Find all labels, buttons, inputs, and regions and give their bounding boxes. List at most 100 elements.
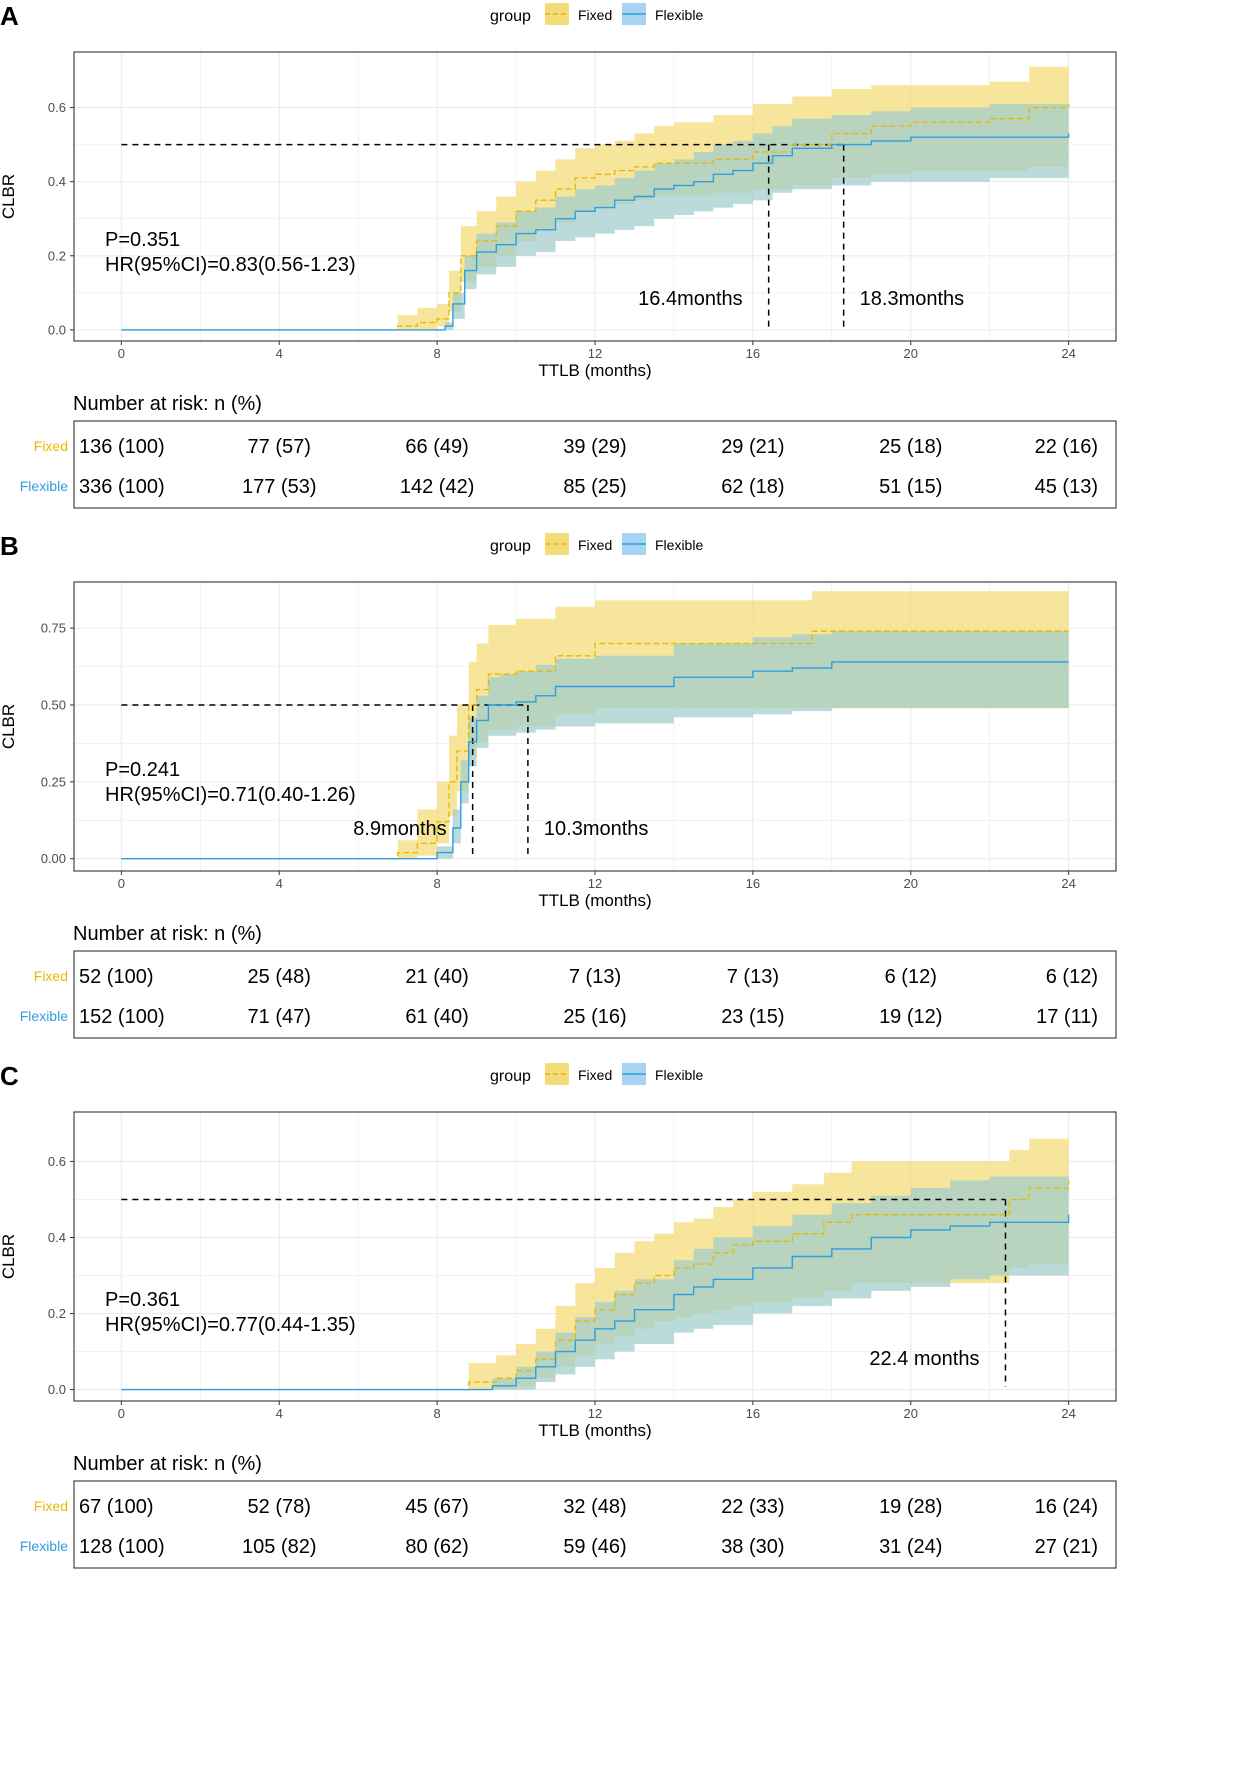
- risk-row-label-flexible: Flexible: [20, 1538, 68, 1554]
- legend-title: group: [490, 8, 531, 25]
- risk-table-title: Number at risk: n (%): [73, 923, 262, 945]
- x-tick-label: 20: [904, 346, 918, 361]
- risk-cell: 80 (62): [405, 1536, 468, 1558]
- y-tick-label: 0.75: [41, 621, 66, 636]
- x-tick-label: 4: [276, 1406, 283, 1421]
- risk-cell: 85 (25): [563, 476, 626, 498]
- y-axis-title: CLBR: [0, 704, 18, 749]
- risk-cell: 105 (82): [242, 1536, 317, 1558]
- hr-annotation: HR(95%CI)=0.83(0.56-1.23): [105, 254, 356, 276]
- risk-cell: 39 (29): [563, 436, 626, 458]
- risk-cell: 25 (48): [248, 966, 311, 988]
- risk-row-label-fixed: Fixed: [34, 438, 68, 454]
- risk-cell: 21 (40): [405, 966, 468, 988]
- x-tick-label: 0: [118, 876, 125, 891]
- ci-band-flexible: [121, 1172, 1069, 1390]
- risk-cell: 51 (15): [879, 476, 942, 498]
- ci-band-fixed: [121, 1127, 1069, 1390]
- risk-table-border: [73, 1480, 1117, 1569]
- risk-cell: 29 (21): [721, 436, 784, 458]
- risk-cell: 6 (12): [885, 966, 937, 988]
- ci-band-flexible: [121, 100, 1069, 330]
- y-tick-label: 0.00: [41, 851, 66, 866]
- legend-label-flexible: Flexible: [655, 7, 703, 23]
- y-tick-label: 0.2: [48, 248, 66, 263]
- risk-cell: 25 (16): [563, 1006, 626, 1028]
- x-axis-title: TTLB (months): [538, 1421, 651, 1440]
- risk-cell: 77 (57): [248, 436, 311, 458]
- risk-cell: 62 (18): [721, 476, 784, 498]
- risk-row-label-fixed: Fixed: [34, 1498, 68, 1514]
- x-tick-label: 8: [434, 1406, 441, 1421]
- panel-label: A: [0, 1, 19, 31]
- legend-label-fixed: Fixed: [578, 1067, 612, 1083]
- x-tick-label: 12: [588, 876, 602, 891]
- legend-label-fixed: Fixed: [578, 7, 612, 23]
- axes: 0 4 8 12 16 20 24 0.0 0.2 0.4 0.6: [48, 100, 1076, 361]
- ci-band-overlap: [121, 628, 1069, 859]
- risk-cell: 45 (67): [405, 1496, 468, 1518]
- risk-cell: 38 (30): [721, 1536, 784, 1558]
- x-tick-label: 12: [588, 346, 602, 361]
- median-label: 22.4 months: [869, 1348, 979, 1370]
- risk-cell: 177 (53): [242, 476, 317, 498]
- risk-cell: 22 (16): [1035, 436, 1098, 458]
- panel-label: C: [0, 1061, 19, 1091]
- legend: group Fixed Flexible: [490, 3, 703, 25]
- risk-cell: 59 (46): [563, 1536, 626, 1558]
- y-tick-label: 0.0: [48, 322, 66, 337]
- x-tick-label: 4: [276, 346, 283, 361]
- risk-cell: 19 (28): [879, 1496, 942, 1518]
- y-tick-label: 0.4: [48, 1230, 66, 1245]
- x-axis-title: TTLB (months): [538, 361, 651, 380]
- risk-cell: 336 (100): [79, 476, 165, 498]
- y-tick-label: 0.6: [48, 100, 66, 115]
- x-tick-label: 16: [746, 876, 760, 891]
- x-tick-label: 24: [1061, 1406, 1075, 1421]
- y-tick-label: 0.6: [48, 1154, 66, 1169]
- y-tick-label: 0.4: [48, 174, 66, 189]
- risk-cell: 52 (78): [248, 1496, 311, 1518]
- legend-title: group: [490, 538, 531, 555]
- series-line-fixed: [121, 103, 1070, 331]
- x-axis-title: TTLB (months): [538, 891, 651, 910]
- risk-table-title: Number at risk: n (%): [73, 393, 262, 415]
- risk-cell: 17 (11): [1036, 1006, 1098, 1028]
- risk-cell: 152 (100): [79, 1006, 165, 1028]
- risk-cell: 23 (15): [721, 1006, 784, 1028]
- legend: group Fixed Flexible: [490, 1063, 703, 1085]
- y-tick-label: 0.25: [41, 774, 66, 789]
- median-label: 8.9months: [353, 818, 446, 840]
- risk-cell: 6 (12): [1046, 966, 1098, 988]
- x-tick-label: 20: [904, 876, 918, 891]
- risk-table-border: [73, 420, 1117, 509]
- risk-cell: 67 (100): [79, 1496, 154, 1518]
- risk-cell: 52 (100): [79, 966, 154, 988]
- legend-label-fixed: Fixed: [578, 537, 612, 553]
- x-tick-label: 20: [904, 1406, 918, 1421]
- legend-label-flexible: Flexible: [655, 1067, 703, 1083]
- risk-table-border: [73, 950, 1117, 1039]
- panel-label: B: [0, 531, 19, 561]
- x-tick-label: 24: [1061, 346, 1075, 361]
- risk-cell: 32 (48): [563, 1496, 626, 1518]
- risk-table: Number at risk: n (%) Fixed 136 (100) 77 (5…: [20, 393, 1117, 509]
- ci-band-overlap: [121, 1172, 1069, 1390]
- risk-table: Number at risk: n (%) Fixed 52 (100) 25 (48…: [20, 923, 1117, 1039]
- series-line-flexible: [121, 133, 1070, 331]
- risk-cell: 31 (24): [879, 1536, 942, 1558]
- x-tick-label: 16: [746, 346, 760, 361]
- x-tick-label: 8: [434, 876, 441, 891]
- risk-row-label-flexible: Flexible: [20, 478, 68, 494]
- x-tick-label: 24: [1061, 876, 1075, 891]
- x-tick-label: 12: [588, 1406, 602, 1421]
- risk-cell: 19 (12): [879, 1006, 942, 1028]
- y-tick-label: 0.0: [48, 1382, 66, 1397]
- hr-annotation: HR(95%CI)=0.77(0.44-1.35): [105, 1314, 356, 1336]
- x-tick-label: 16: [746, 1406, 760, 1421]
- legend: group Fixed Flexible: [490, 533, 703, 555]
- ci-band-overlap: [121, 100, 1069, 330]
- risk-cell: 7 (13): [727, 966, 779, 988]
